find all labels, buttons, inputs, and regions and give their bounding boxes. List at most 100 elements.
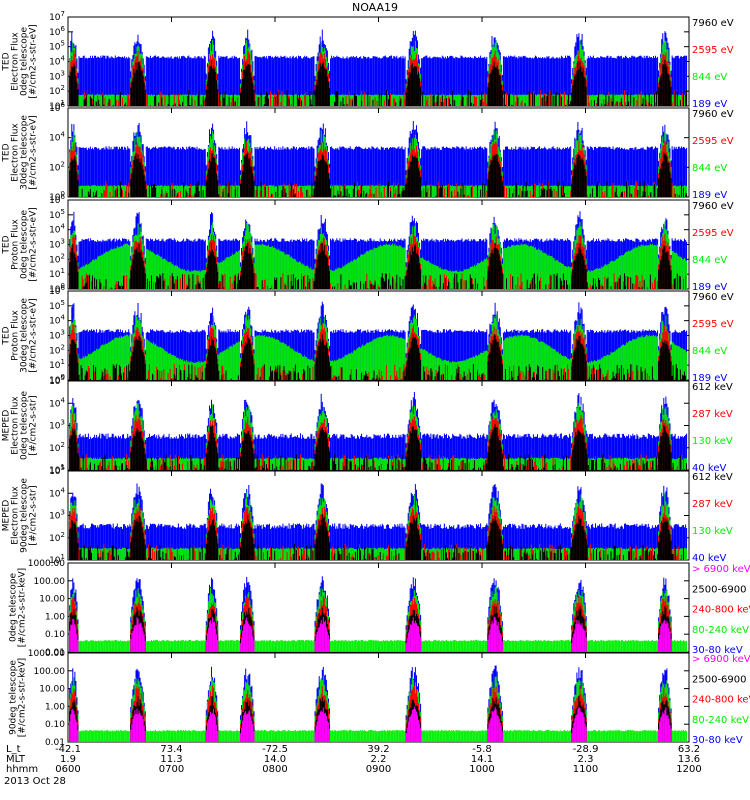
legend-entry: 844 eV <box>692 346 727 357</box>
y-tick-label: 103 <box>49 238 65 251</box>
y-tick-exponent: 1 <box>61 358 65 366</box>
y-axis-label: Electron Flux <box>11 32 21 91</box>
footer-value: 0800 <box>262 764 287 775</box>
y-axis-label: 0deg telescope <box>20 391 30 461</box>
footer-value: 0900 <box>366 764 391 775</box>
footer-value: -28.9 <box>573 744 599 755</box>
y-tick-exponent: 5 <box>61 40 65 48</box>
y-tick-exponent: 6 <box>61 25 66 33</box>
y-axis-label: TED <box>2 235 12 254</box>
y-axis-label: 30deg telescope <box>20 298 30 373</box>
y-tick-exponent: 4 <box>61 396 66 404</box>
y-tick-exponent: 4 <box>61 55 66 63</box>
legend-entry: 844 eV <box>692 255 727 266</box>
legend-entry: 2500-6900 <box>692 584 747 595</box>
y-tick-label: 1000.00 <box>28 559 65 569</box>
panel-8: 0.01 0.10 1.00 10.00 100.00 1000.00 90deg tele… <box>9 649 750 748</box>
y-tick-label: 105 <box>49 40 65 53</box>
y-tick-exponent: 2 <box>61 441 65 449</box>
y-tick-label: 106 <box>49 25 65 38</box>
y-tick-exponent: 4 <box>61 314 66 322</box>
y-tick-exponent: 2 <box>61 84 65 92</box>
legend-entry: 30-80 keV <box>692 735 743 746</box>
y-tick-label: 10.00 <box>39 685 65 695</box>
y-tick-exponent: 4 <box>61 223 66 231</box>
y-tick-exponent: 4 <box>61 131 66 139</box>
footer-value: 0700 <box>159 764 184 775</box>
y-axis-label: [#/cm2-s-str-eV] <box>29 115 39 190</box>
y-tick-label: 103 <box>49 509 65 522</box>
legend-entry: 844 eV <box>692 72 727 83</box>
y-axis-label: 0deg telescope <box>20 27 30 97</box>
y-axis-label: TED <box>2 143 12 162</box>
footer-value: 14.1 <box>471 754 493 765</box>
y-tick-label: 1.00 <box>45 702 65 712</box>
y-axis-label: [#/cm2-s-str] <box>29 395 39 455</box>
footer-value: 1.9 <box>60 754 76 765</box>
footer-value: 2.2 <box>371 754 387 765</box>
y-axis-label: [#/cm2-s-str] <box>29 485 39 545</box>
series-80-240-kev <box>69 586 688 652</box>
date-label: 2013 Oct 28 <box>4 776 66 787</box>
series-612-kev <box>69 424 688 470</box>
y-tick-label: 101 <box>49 358 65 371</box>
series--6900-kev <box>69 706 672 742</box>
y-tick-exponent: 5 <box>61 208 65 216</box>
series-7960-ev <box>69 152 688 197</box>
y-tick-label: 102 <box>49 160 65 173</box>
y-tick-label: 103 <box>49 329 65 342</box>
y-tick-exponent: 5 <box>61 464 65 472</box>
series-7960-ev <box>69 243 681 289</box>
series-612-kev <box>69 513 684 560</box>
y-tick-label: 100.00 <box>34 577 66 587</box>
footer-value: 1000 <box>469 764 494 775</box>
y-tick-exponent: 2 <box>61 531 65 539</box>
legend-entry: 80-240 keV <box>692 715 749 726</box>
footer-value: 14.0 <box>264 754 286 765</box>
series-7960-ev <box>69 334 687 380</box>
footer-value: 1200 <box>676 764 701 775</box>
y-tick-label: 104 <box>49 223 65 236</box>
y-tick-exponent: 1 <box>61 463 65 471</box>
y-tick-exponent: 0 <box>61 373 65 381</box>
footer-value: 0600 <box>55 764 80 775</box>
y-axis-label: [#/cm2-s-str-keV] <box>18 568 28 647</box>
y-tick-label: 103 <box>49 69 65 82</box>
y-tick-label: 100.00 <box>34 667 66 677</box>
y-tick-label: 10.00 <box>39 595 65 605</box>
legend-entry: 80-240 keV <box>692 625 749 636</box>
y-axis-label: 0deg telescope <box>9 573 19 643</box>
legend-entry: 30-80 keV <box>692 645 743 656</box>
footer-value: 11.3 <box>160 754 182 765</box>
footer-value: -72.5 <box>262 744 288 755</box>
panel-frame <box>67 652 690 743</box>
y-tick-exponent: 0 <box>61 190 65 198</box>
y-tick-exponent: 6 <box>61 193 66 201</box>
y-tick-exponent: 1 <box>61 99 65 107</box>
y-axis-label: 30deg telescope <box>20 115 30 190</box>
legend-entry: 2595 eV <box>692 319 734 330</box>
y-tick-label: 101 <box>49 267 65 280</box>
legend-entry: 189 eV <box>692 190 727 201</box>
legend-entry: 287 keV <box>692 499 733 510</box>
legend-entry: > 6900 keV <box>692 564 750 575</box>
legend-entry: 2595 eV <box>692 45 734 56</box>
legend-entry: 612 keV <box>692 382 733 393</box>
series-40-kev <box>69 392 688 470</box>
y-tick-label: 104 <box>49 314 65 327</box>
y-tick-exponent: 4 <box>61 486 66 494</box>
y-tick-label: 102 <box>49 441 65 454</box>
y-tick-label: 0.10 <box>45 630 65 640</box>
y-tick-label: 102 <box>49 531 65 544</box>
legend-entry: 612 keV <box>692 472 733 483</box>
y-axis-label: [#/cm2-s-str-eV] <box>29 207 39 282</box>
legend-entry: 130 keV <box>692 436 733 447</box>
y-tick-exponent: 3 <box>61 419 65 427</box>
series-7960-ev <box>69 59 688 106</box>
legend-entry: 2500-6900 <box>692 674 747 685</box>
y-tick-exponent: 3 <box>61 238 65 246</box>
